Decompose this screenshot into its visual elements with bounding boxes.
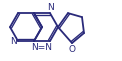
Text: N: N [47,3,54,12]
Text: N: N [10,37,16,46]
Text: O: O [68,45,76,54]
Text: N=N: N=N [31,43,52,52]
